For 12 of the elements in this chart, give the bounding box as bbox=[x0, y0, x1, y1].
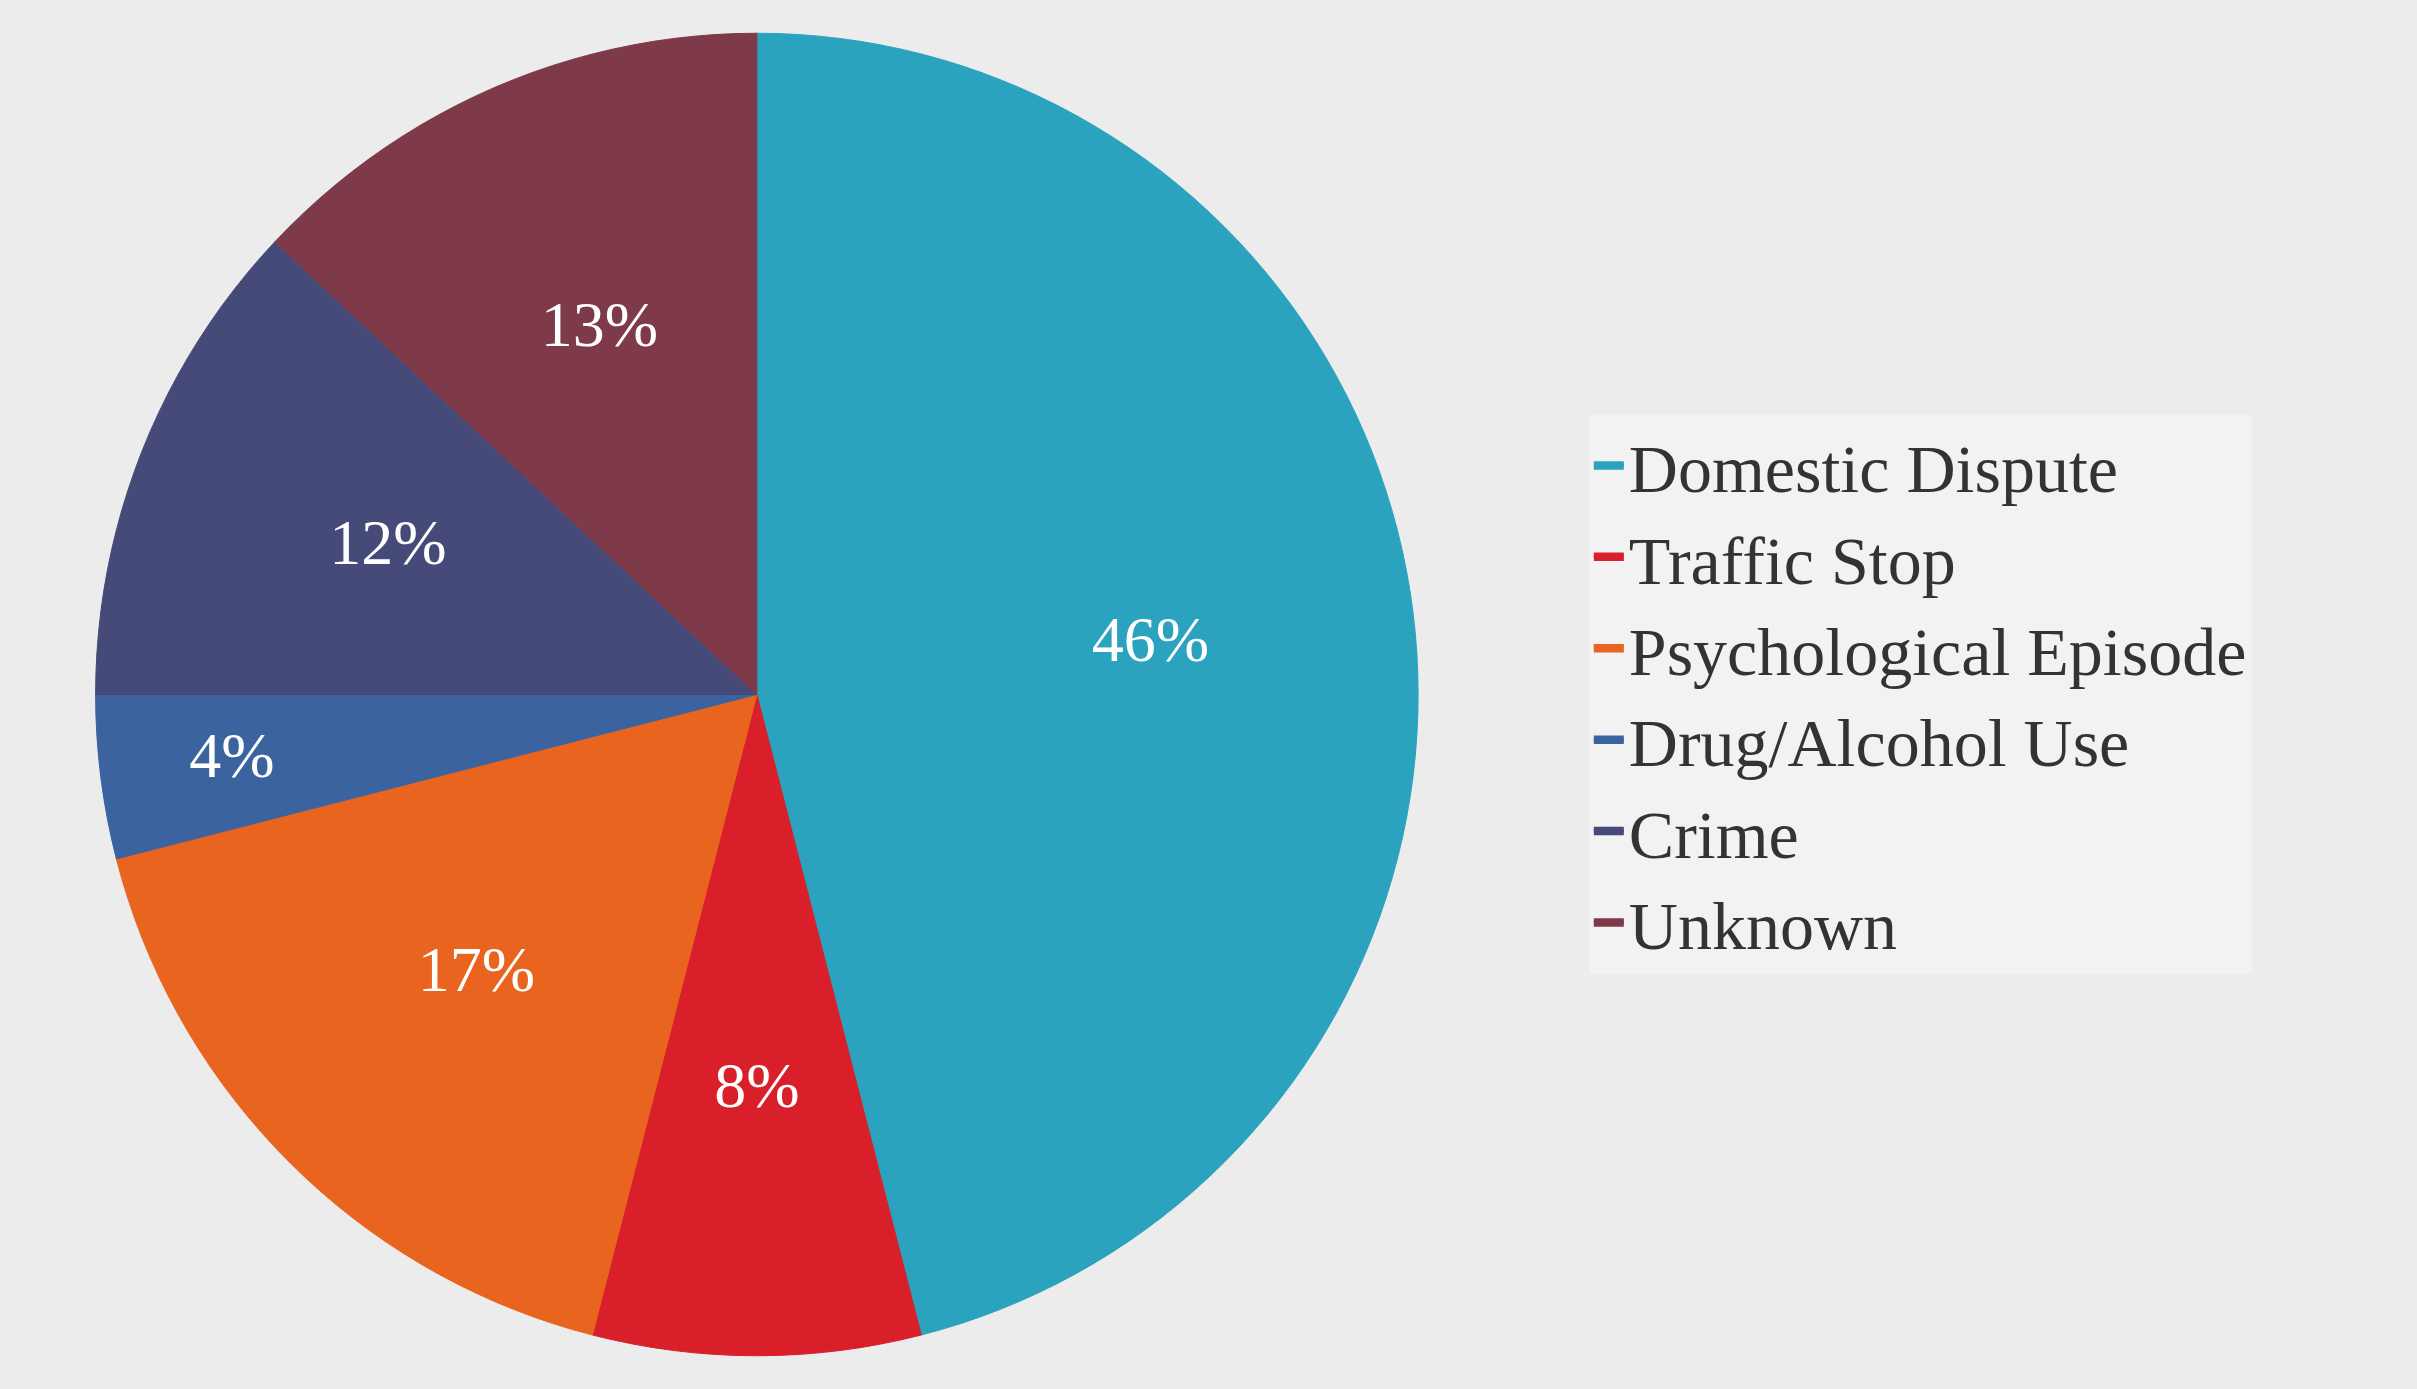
data-label: 8% bbox=[714, 1050, 800, 1122]
legend-label: Crime bbox=[1628, 796, 1799, 873]
legend-label: Psychological Episode bbox=[1628, 614, 2247, 691]
data-label: 4% bbox=[189, 719, 275, 791]
legend-label: Traffic Stop bbox=[1628, 522, 1956, 599]
legend-label: Unknown bbox=[1628, 888, 1898, 965]
data-label: 13% bbox=[540, 289, 658, 361]
data-label: 12% bbox=[329, 507, 447, 579]
legend-label: Drug/Alcohol Use bbox=[1628, 705, 2130, 782]
data-label: 46% bbox=[1091, 603, 1210, 675]
data-label: 17% bbox=[417, 934, 535, 1006]
legend-label: Domestic Dispute bbox=[1628, 431, 2118, 508]
